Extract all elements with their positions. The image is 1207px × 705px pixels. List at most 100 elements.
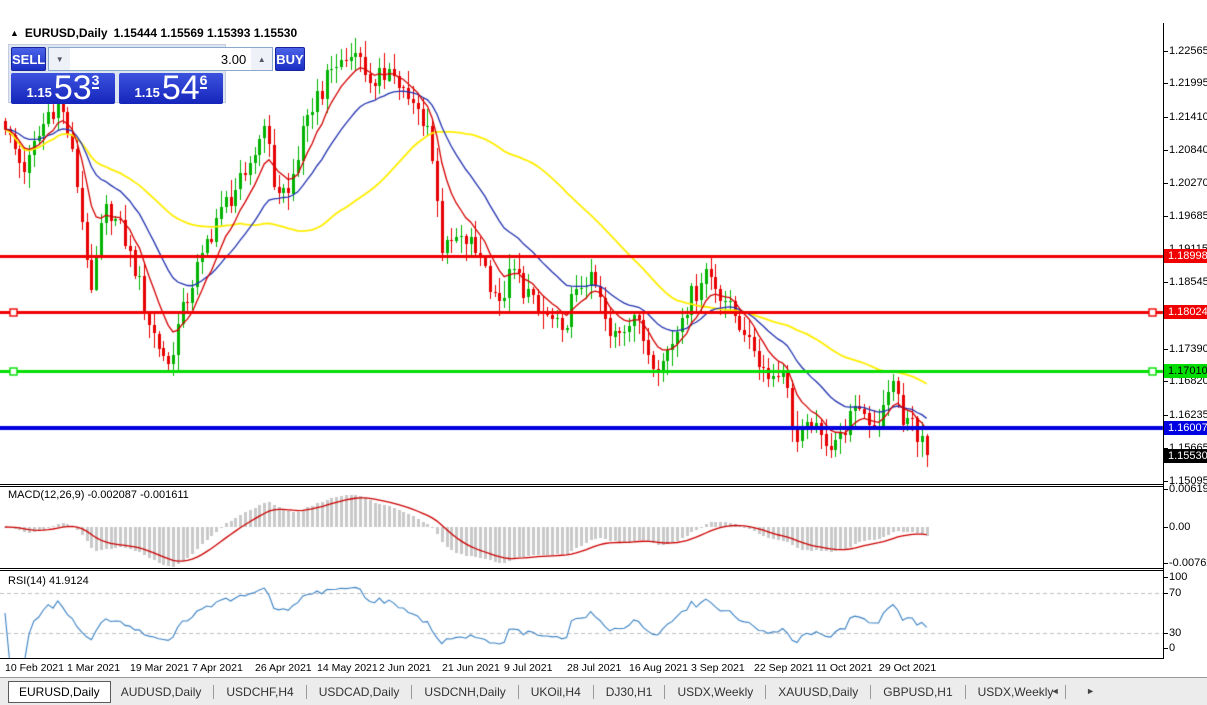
- tab-separator: [517, 684, 519, 699]
- price-tick-label: 1.21995: [1169, 77, 1207, 89]
- date-tick-label: 26 Apr 2021: [255, 662, 312, 674]
- date-tick-label: 1 Mar 2021: [67, 662, 121, 674]
- sell-price-big: 53: [53, 69, 92, 107]
- volume-decrease-icon[interactable]: ▼: [49, 48, 71, 70]
- macd-tick-mark: [1163, 489, 1168, 490]
- tab-item-ukoil-h4[interactable]: UKOil,H4: [530, 684, 581, 699]
- tab-item-dj30-h1[interactable]: DJ30,H1: [605, 684, 653, 699]
- price-tick-label: 1.16235: [1169, 409, 1207, 421]
- tab-separator: [305, 684, 307, 699]
- date-tick-label: 7 Apr 2021: [192, 662, 243, 674]
- macd-tick-mark: [1163, 527, 1168, 528]
- rsi-tick-label: 70: [1169, 587, 1182, 599]
- price-tick-mark: [1163, 83, 1168, 84]
- rsi-indicator-label: RSI(14) 41.9124: [8, 575, 89, 587]
- price-tick-mark: [1163, 415, 1168, 416]
- buy-button[interactable]: BUY: [275, 47, 305, 71]
- pane-separator: [0, 486, 1164, 487]
- price-tick-mark: [1163, 51, 1168, 52]
- pane-separator: [0, 570, 1164, 571]
- tab-separator: [213, 684, 215, 699]
- price-tick-label: 1.19685: [1169, 210, 1207, 222]
- chart-header: ▲ EURUSD,Daily 1.15444 1.15569 1.15393 1…: [10, 26, 297, 40]
- level-price-badge[interactable]: 1.16007: [1164, 421, 1207, 435]
- price-tick-label: 1.17390: [1169, 343, 1207, 355]
- sell-quote[interactable]: 1.15 53 3: [11, 69, 115, 107]
- tab-separator: [870, 684, 872, 699]
- date-tick-label: 21 Jun 2021: [442, 662, 500, 674]
- tab-separator: [664, 684, 666, 699]
- pane-separator: [0, 658, 1164, 659]
- pane-separator[interactable]: [0, 568, 1164, 569]
- price-tick-label: 1.20840: [1169, 144, 1207, 156]
- volume-control: ▼ ▲: [48, 47, 274, 71]
- buy-price-big: 54: [161, 69, 200, 107]
- date-tick-label: 14 May 2021: [317, 662, 378, 674]
- collapse-chart-icon[interactable]: ▲: [10, 28, 19, 38]
- buy-price-pip: 6: [199, 72, 208, 89]
- price-tick-mark: [1163, 349, 1168, 350]
- macd-tick-label: -0.00762: [1169, 557, 1207, 569]
- tab-separator: [765, 684, 767, 699]
- date-tick-label: 22 Sep 2021: [754, 662, 814, 674]
- tab-item-usdcad-daily[interactable]: USDCAD,Daily: [318, 684, 400, 699]
- price-tick-mark: [1163, 183, 1168, 184]
- tab-item-audusd-daily[interactable]: AUDUSD,Daily: [120, 684, 202, 699]
- pane-separator[interactable]: [0, 484, 1164, 485]
- rsi-tick-label: 100: [1169, 571, 1188, 583]
- tab-item-xauusd-daily[interactable]: XAUUSD,Daily: [778, 684, 859, 699]
- tab-item-usdx-weekly[interactable]: USDX,Weekly: [977, 684, 1054, 699]
- chart-tab-bar: EURUSD,Daily AUDUSD,Daily USDCHF,H4 USDCAD,…: [0, 677, 1207, 705]
- chart-ohlc-values: 1.15444 1.15569 1.15393 1.15530: [113, 26, 298, 40]
- price-tick-label: 1.22565: [1169, 45, 1207, 57]
- tab-item-usdx-weekly[interactable]: USDX,Weekly: [677, 684, 754, 699]
- sell-price-prefix: 1.15: [26, 85, 52, 100]
- level-price-badge[interactable]: 1.18024: [1164, 305, 1207, 319]
- price-tick-label: 1.21410: [1169, 111, 1207, 123]
- rsi-tick-label: 0: [1169, 642, 1176, 654]
- price-axis-border: [1163, 23, 1164, 659]
- volume-increase-icon[interactable]: ▲: [251, 48, 273, 70]
- tab-separator: [592, 684, 594, 699]
- tab-item-usdcnh-daily[interactable]: USDCNH,Daily: [424, 684, 506, 699]
- date-tick-label: 16 Aug 2021: [629, 662, 688, 674]
- date-tick-label: 11 Oct 2021: [816, 662, 873, 674]
- buy-price-prefix: 1.15: [134, 85, 160, 100]
- price-tick-mark: [1163, 150, 1168, 151]
- rsi-tick-mark: [1163, 577, 1168, 578]
- sell-button[interactable]: SELL: [11, 47, 47, 71]
- price-tick-mark: [1163, 481, 1168, 482]
- tab-item-gbpusd-h1[interactable]: GBPUSD,H1: [883, 684, 953, 699]
- sell-price-pip: 3: [91, 72, 100, 89]
- price-tick-label: 1.16820: [1169, 375, 1207, 387]
- level-price-badge[interactable]: 1.17010: [1164, 364, 1207, 378]
- macd-tick-label: 0.00: [1169, 521, 1191, 533]
- volume-input[interactable]: [70, 48, 252, 70]
- one-click-trading-panel: SELL ▼ ▲ BUY 1.15 53 3 1.15 54 6: [8, 44, 305, 107]
- price-tick-mark: [1163, 117, 1168, 118]
- tab-item-usdchf-h4[interactable]: USDCHF,H4: [226, 684, 294, 699]
- tab-item-eurusd-daily[interactable]: EURUSD,Daily: [8, 680, 111, 703]
- price-tick-label: 1.20270: [1169, 177, 1207, 189]
- rsi-tick-mark: [1163, 593, 1168, 594]
- level-price-badge[interactable]: 1.18998: [1164, 249, 1207, 263]
- date-tick-label: 29 Oct 2021: [879, 662, 937, 674]
- chart-title: EURUSD,Daily: [24, 26, 108, 40]
- date-tick-label: 9 Jul 2021: [504, 662, 553, 674]
- price-tick-label: 1.15095: [1169, 475, 1207, 487]
- tab-separator: [1065, 684, 1067, 699]
- buy-quote[interactable]: 1.15 54 6: [119, 69, 223, 107]
- price-tick-mark: [1163, 381, 1168, 382]
- date-tick-label: 28 Jul 2021: [567, 662, 622, 674]
- rsi-tick-mark: [1163, 648, 1168, 649]
- macd-indicator-label: MACD(12,26,9) -0.002087 -0.001611: [8, 489, 189, 501]
- date-tick-label: 19 Mar 2021: [130, 662, 189, 674]
- price-tick-mark: [1163, 216, 1168, 217]
- date-tick-label: 10 Feb 2021: [5, 662, 64, 674]
- rsi-tick-label: 30: [1169, 627, 1182, 639]
- current-price-badge: 1.15530: [1164, 449, 1207, 463]
- macd-tick-mark: [1163, 563, 1168, 564]
- tab-scroll-arrows[interactable]: ◄ ►: [1050, 686, 1107, 696]
